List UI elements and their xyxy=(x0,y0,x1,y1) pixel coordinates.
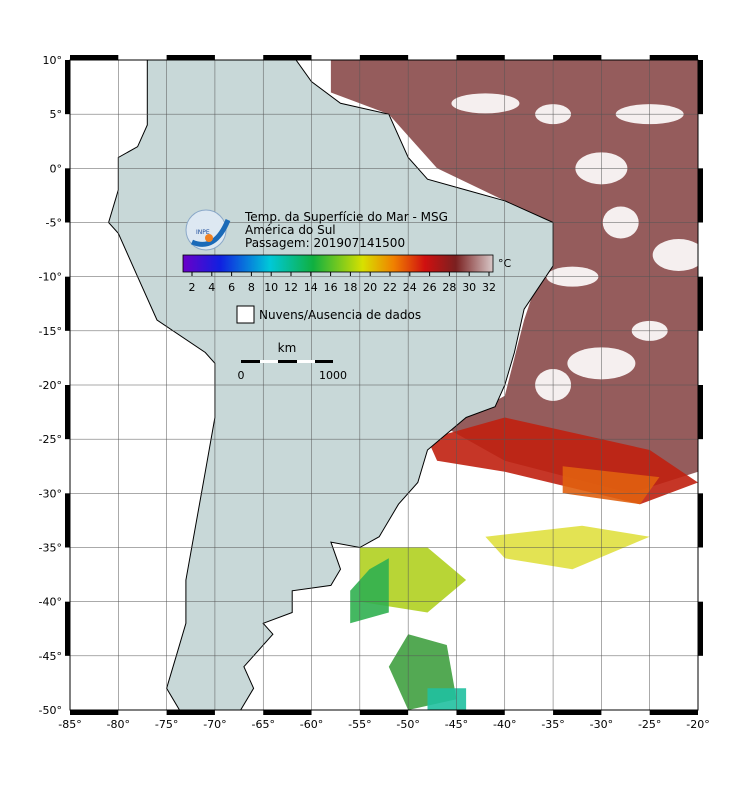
lat-tick-label: -5° xyxy=(46,217,62,230)
lat-tick-label: -30° xyxy=(39,487,62,500)
lat-tick-label: -50° xyxy=(39,704,62,717)
lat-tick-label: -25° xyxy=(39,433,62,446)
frame xyxy=(65,55,703,715)
colorbar-tick-label: 12 xyxy=(284,281,298,294)
frame-segment xyxy=(65,493,70,548)
lat-tick-label: -45° xyxy=(39,650,62,663)
frame-segment xyxy=(553,55,602,60)
frame-segment xyxy=(359,55,409,60)
colorbar-tick-label: 22 xyxy=(383,281,397,294)
sst-patch xyxy=(427,688,467,710)
frame-segment xyxy=(263,710,312,715)
colorbar-tick-label: 6 xyxy=(228,281,235,294)
frame-segment xyxy=(698,168,703,223)
lon-tick-label: -80° xyxy=(107,718,130,731)
colorbar-tick-label: 8 xyxy=(248,281,255,294)
colorbar-tick-label: 14 xyxy=(304,281,318,294)
lon-tick-label: -20° xyxy=(686,718,709,731)
frame-segment xyxy=(65,601,70,656)
colorbar-tick-label: 18 xyxy=(343,281,357,294)
lat-tick-label: 10° xyxy=(43,54,63,67)
lon-tick-label: -40° xyxy=(493,718,516,731)
cloud-patch xyxy=(451,93,520,114)
colorbar-tick-label: 16 xyxy=(324,281,338,294)
scale-start: 0 xyxy=(238,369,245,382)
legend-swatch xyxy=(236,305,255,324)
colorbar-tick-label: 10 xyxy=(264,281,278,294)
lon-tick-label: -45° xyxy=(445,718,468,731)
frame-segment xyxy=(70,55,119,60)
colorbar-tick-label: 28 xyxy=(442,281,456,294)
lat-tick-label: -15° xyxy=(39,325,62,338)
frame-segment xyxy=(65,168,70,223)
colorbar-tick-label: 30 xyxy=(462,281,476,294)
lat-tick-label: 5° xyxy=(50,108,63,121)
frame-segment xyxy=(65,276,70,331)
lat-tick-label: -20° xyxy=(39,379,62,392)
colorbar-tick-label: 24 xyxy=(403,281,417,294)
frame-segment xyxy=(166,55,215,60)
lon-tick-label: -55° xyxy=(348,718,371,731)
colorbar-ticks: 2 4 6 8 10 12 14 16 18 20 22 24 26 28 30 32 xyxy=(189,272,496,294)
colorbar xyxy=(182,254,494,273)
frame-segment xyxy=(65,385,70,440)
scale-unit: km xyxy=(278,341,297,355)
frame-segment xyxy=(698,493,703,548)
frame-segment xyxy=(553,710,602,715)
frame-segment xyxy=(698,385,703,440)
frame-segment xyxy=(70,710,119,715)
lon-tick-label: -60° xyxy=(300,718,323,731)
frame-segment xyxy=(649,55,698,60)
scale-end: 1000 xyxy=(319,369,347,382)
frame-segment xyxy=(456,710,505,715)
colorbar-tick-label: 32 xyxy=(482,281,496,294)
frame-segment xyxy=(65,60,70,115)
title-line: América do Sul xyxy=(245,223,336,237)
lon-tick-label: -85° xyxy=(58,718,81,731)
lon-tick-label: -35° xyxy=(541,718,564,731)
frame-segment xyxy=(359,710,409,715)
lat-tick-label: -10° xyxy=(39,271,62,284)
colorbar-tick-label: 20 xyxy=(363,281,377,294)
frame-segment xyxy=(166,710,215,715)
lat-tick-label: 0° xyxy=(50,162,63,175)
colorbar-unit: °C xyxy=(498,257,512,270)
lon-tick-label: -30° xyxy=(590,718,613,731)
scale-bar: km 0 1000 xyxy=(238,341,348,382)
title-line: Passagem: 201907141500 xyxy=(245,236,405,250)
frame-segment xyxy=(698,276,703,331)
legend-text: Nuvens/Ausencia de dados xyxy=(259,308,421,322)
frame-segment xyxy=(456,55,505,60)
title-line: Temp. da Superfície do Mar - MSG xyxy=(244,210,448,224)
colorbar-tick-label: 4 xyxy=(208,281,215,294)
lat-tick-label: -40° xyxy=(39,596,62,609)
frame-segment xyxy=(263,55,312,60)
colorbar-tick-label: 26 xyxy=(423,281,437,294)
lon-tick-label: -50° xyxy=(396,718,419,731)
sst-patch xyxy=(562,466,660,505)
cloud-patch xyxy=(652,239,698,271)
lon-tick-label: -75° xyxy=(155,718,178,731)
logo-text: INPE xyxy=(196,229,210,236)
lon-tick-label: -25° xyxy=(638,718,661,731)
lon-tick-label: -70° xyxy=(203,718,226,731)
frame-segment xyxy=(649,710,698,715)
frame-segment xyxy=(698,601,703,656)
colorbar-tick-label: 2 xyxy=(189,281,196,294)
frame-segment xyxy=(698,60,703,115)
logo: INPE xyxy=(185,209,231,251)
lat-tick-label: -35° xyxy=(39,542,62,555)
lon-tick-label: -65° xyxy=(251,718,274,731)
